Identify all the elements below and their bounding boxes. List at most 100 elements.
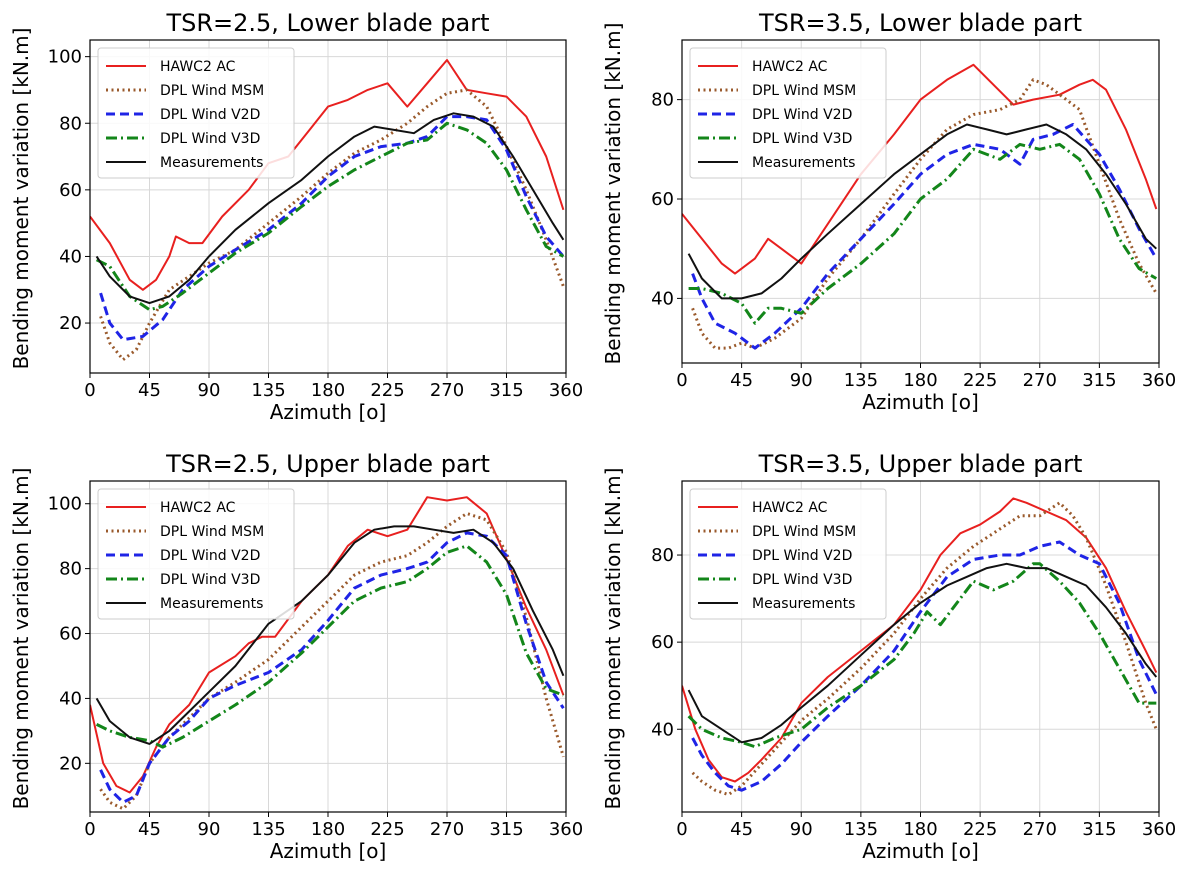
series-group [682,497,1158,797]
x-tick-label: 90 [790,370,813,391]
y-tick-label: 40 [651,719,674,740]
legend-label: DPL Wind V2D [752,548,852,564]
series-line-measurements [95,525,565,745]
legend-label: HAWC2 AC [752,500,828,516]
x-tick-label: 0 [84,380,95,401]
x-tick-label: 0 [676,370,687,391]
series-line-measurements [95,112,565,305]
legend-label: HAWC2 AC [752,59,828,75]
y-tick-label: 60 [59,624,82,645]
x-tick-label: 315 [1082,370,1116,391]
y-tick-label: 100 [48,47,82,68]
x-axis-label: Azimuth [o] [862,390,979,414]
x-axis-label: Azimuth [o] [270,839,387,863]
legend-label: DPL Wind V2D [160,107,260,123]
series-line-hawc2-ac [682,497,1158,783]
y-tick-label: 40 [651,288,674,309]
x-tick-label: 135 [844,370,878,391]
chart-3: 0 45 90 135 180 225 270 315 360 20 40 60 80 100 TSR=2.… [9,450,583,863]
series-line-hawc2-ac [682,63,1158,275]
legend-box [97,488,295,620]
x-tick-label: 270 [430,380,464,401]
series-line-hawc2-ac [90,59,565,291]
x-tick-label: 135 [844,819,878,840]
series-line-measurements [687,123,1157,300]
x-tick-label: 360 [549,819,583,840]
x-tick-label: 225 [963,370,997,391]
x-tick-label: 360 [1142,819,1176,840]
legend-box [97,47,295,179]
series-line-dpl-wind-v3d [687,562,1157,749]
legend-label: DPL Wind MSM [160,524,264,540]
chart-title: TSR=2.5, Upper blade part [165,450,490,478]
y-axis-label: Bending moment variation [kN.m] [601,468,625,810]
x-tick-label: 270 [1023,819,1057,840]
y-axis-label: Bending moment variation [kN.m] [9,468,33,810]
series-line-dpl-wind-msm [691,501,1158,797]
chart-title: TSR=3.5, Upper blade part [758,450,1083,478]
x-tick-label: 315 [489,819,523,840]
series-group [90,496,565,811]
y-tick-label: 60 [651,189,674,210]
x-tick-label: 45 [730,819,753,840]
legend-label: DPL Wind MSM [160,83,264,99]
x-tick-label: 135 [251,380,285,401]
legend-label: Measurements [160,596,263,612]
legend-label: Measurements [752,596,855,612]
x-tick-label: 225 [963,819,997,840]
x-tick-label: 180 [903,370,937,391]
series-line-dpl-wind-v3d [95,121,565,312]
series-line-measurements [687,562,1158,744]
x-tick-label: 45 [730,370,753,391]
chart-4: 0 45 90 135 180 225 270 315 360 40 60 80 TSR=3.5, Up… [601,450,1176,863]
x-axis-label: Azimuth [o] [862,839,979,863]
x-tick-label: 360 [1142,370,1176,391]
legend-label: DPL Wind V3D [160,572,260,588]
x-tick-label: 45 [138,819,161,840]
legend-label: DPL Wind V2D [160,548,260,564]
series-line-dpl-wind-v2d [691,123,1158,350]
series-group [682,63,1158,350]
legend-label: DPL Wind V3D [160,131,260,147]
y-tick-label: 100 [48,494,82,515]
x-tick-label: 270 [1023,370,1057,391]
x-axis-label: Azimuth [o] [270,400,387,424]
x-tick-label: 45 [138,380,161,401]
legend-label: Measurements [752,155,855,171]
legend-label: HAWC2 AC [160,500,236,516]
y-tick-label: 40 [59,246,82,267]
y-axis-label: Bending moment variation [kN.m] [9,28,33,370]
y-tick-label: 80 [651,545,674,566]
series-line-dpl-wind-v3d [95,544,564,749]
y-tick-label: 80 [59,113,82,134]
y-tick-label: 60 [59,180,82,201]
series-line-dpl-wind-msm [691,78,1158,350]
series-group [90,59,565,362]
y-tick-label: 80 [59,559,82,580]
legend-label: HAWC2 AC [160,59,236,75]
x-tick-label: 225 [370,380,404,401]
x-tick-label: 180 [903,819,937,840]
legend-label: DPL Wind MSM [752,524,856,540]
chart-title: TSR=3.5, Lower blade part [758,9,1082,37]
x-tick-label: 360 [549,380,583,401]
series-line-dpl-wind-v2d [99,115,565,342]
y-tick-label: 80 [651,90,674,111]
x-tick-label: 270 [430,819,464,840]
legend-label: DPL Wind V3D [752,572,852,588]
x-tick-label: 180 [311,380,345,401]
x-tick-label: 90 [790,819,813,840]
x-tick-label: 0 [84,819,95,840]
chart-1: 0 45 90 135 180 225 270 315 360 20 40 60 80 100 TSR=2.… [9,9,583,424]
y-tick-label: 40 [59,688,82,709]
x-tick-label: 90 [198,819,221,840]
x-tick-label: 225 [370,819,404,840]
chart-2: 0 45 90 135 180 225 270 315 360 40 60 80 TSR=3.5, Lo… [601,9,1176,414]
legend-label: Measurements [160,155,263,171]
x-tick-label: 0 [676,819,687,840]
x-tick-label: 90 [198,380,221,401]
legend-label: DPL Wind V2D [752,107,852,123]
legend-label: DPL Wind V3D [752,131,852,147]
legend-box [689,488,887,620]
chart-title: TSR=2.5, Lower blade part [165,9,489,37]
